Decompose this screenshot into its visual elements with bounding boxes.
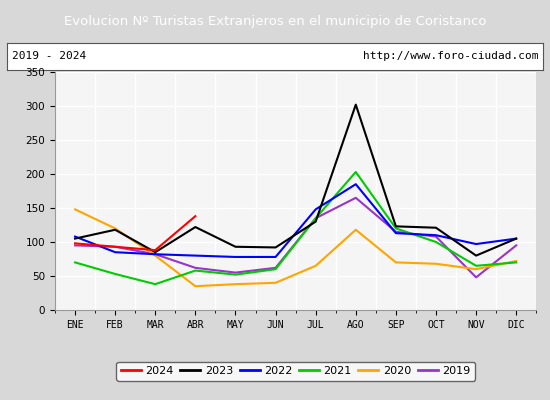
Text: 2019 - 2024: 2019 - 2024 — [12, 51, 86, 61]
Text: Evolucion Nº Turistas Extranjeros en el municipio de Coristanco: Evolucion Nº Turistas Extranjeros en el … — [64, 14, 486, 28]
Legend: 2024, 2023, 2022, 2021, 2020, 2019: 2024, 2023, 2022, 2021, 2020, 2019 — [116, 362, 475, 381]
Text: http://www.foro-ciudad.com: http://www.foro-ciudad.com — [362, 51, 538, 61]
